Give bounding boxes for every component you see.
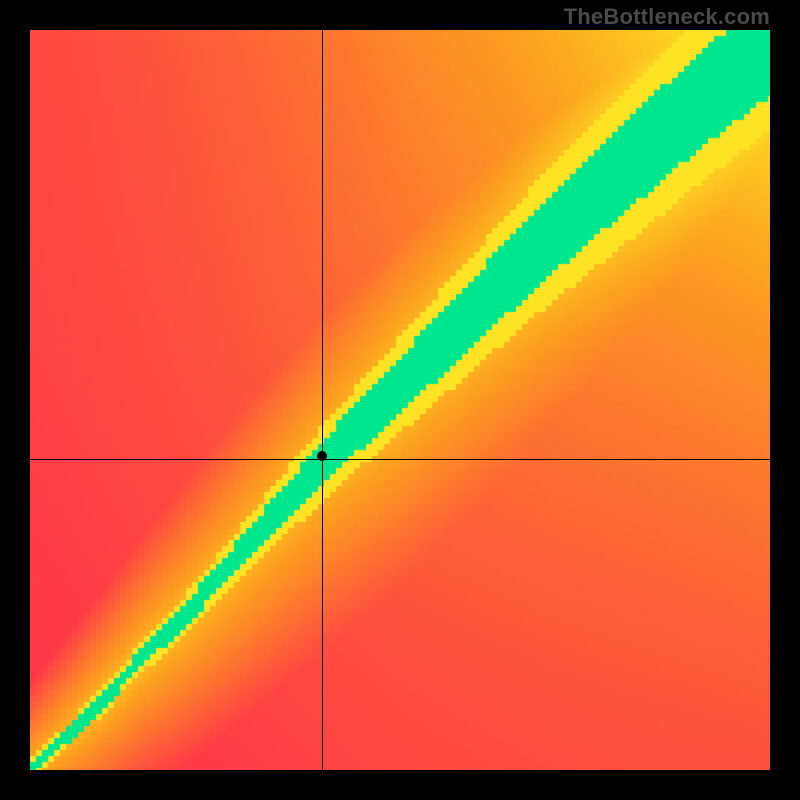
crosshair-vertical (322, 30, 323, 770)
crosshair-horizontal (30, 459, 770, 460)
marker-dot (317, 451, 327, 461)
frame: TheBottleneck.com (0, 0, 800, 800)
plot-area (30, 30, 770, 770)
watermark-text: TheBottleneck.com (564, 4, 770, 30)
heatmap-canvas (30, 30, 770, 770)
